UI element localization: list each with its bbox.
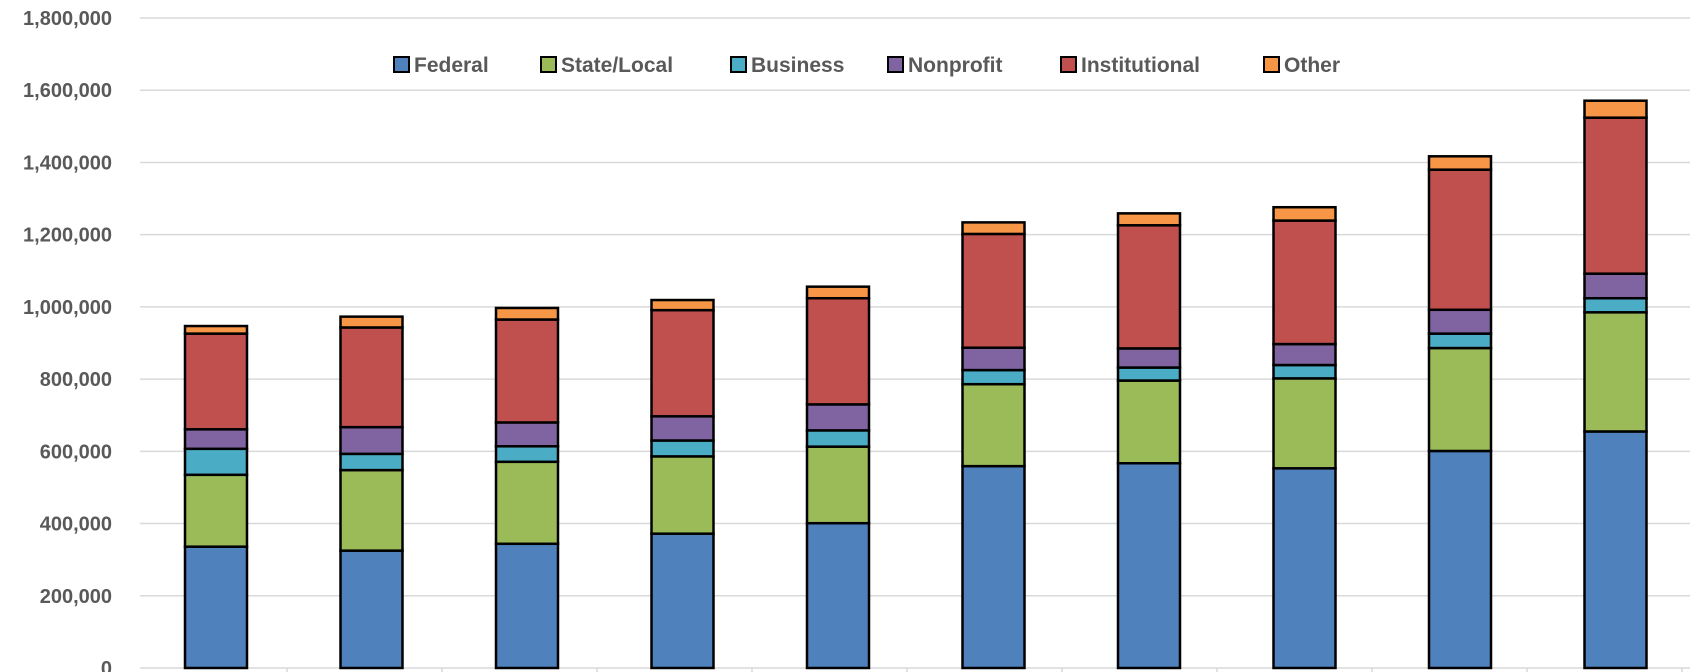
bar-segment-business: [183, 447, 249, 477]
bar-segment-business: [1583, 296, 1648, 314]
legend-label: Institutional: [1081, 54, 1200, 77]
bar-stack: [339, 315, 404, 670]
bar-segment-state-local: [339, 468, 404, 552]
bar-segment-institutional: [1272, 219, 1337, 346]
bar-segment-state-local: [1272, 377, 1337, 470]
bar-stack: [1583, 99, 1648, 670]
bar-segment-other: [1427, 155, 1493, 171]
bar-stack: [1427, 155, 1493, 670]
bar-segment-nonprofit: [1427, 308, 1493, 335]
bar-segment-federal: [339, 549, 404, 670]
bar-segment-other: [183, 324, 249, 335]
bar-segment-institutional: [1116, 224, 1182, 350]
bar-segment-institutional: [494, 318, 560, 424]
bar-segment-business: [1272, 363, 1337, 380]
bar-segment-federal: [183, 545, 249, 670]
bar-segment-federal: [1272, 467, 1337, 670]
bar-segment-institutional: [1427, 168, 1493, 312]
legend-swatch: [540, 56, 557, 73]
bar-segment-state-local: [183, 473, 249, 548]
bar-stack: [805, 285, 871, 670]
bar-segment-federal: [1427, 449, 1493, 670]
legend-swatch: [393, 56, 410, 73]
bar-segment-institutional: [339, 326, 404, 429]
bar-segment-state-local: [494, 460, 560, 546]
bar-segment-institutional: [650, 308, 715, 418]
legend-swatch: [730, 56, 747, 73]
bars: [183, 99, 1648, 670]
bar-segment-federal: [650, 532, 715, 670]
legend-label: Federal: [414, 54, 489, 77]
legend-swatch: [1263, 56, 1280, 73]
legend-swatch: [1060, 56, 1077, 73]
bar-segment-federal: [494, 542, 560, 670]
y-axis-tick-labels: 0 200,000 400,000 600,000 800,000 1,000,000 1,…: [23, 8, 112, 672]
y-tick-label: 1,600,000: [23, 80, 112, 102]
bar-segment-other: [961, 221, 1026, 236]
y-tick-label: 200,000: [40, 586, 112, 608]
bar-segment-nonprofit: [339, 425, 404, 456]
bar-segment-federal: [805, 521, 871, 670]
bar-segment-institutional: [183, 332, 249, 431]
bar-segment-nonprofit: [494, 421, 560, 448]
bar-segment-nonprofit: [961, 346, 1026, 372]
bar-stack: [961, 221, 1026, 670]
bar-segment-business: [650, 439, 715, 458]
bar-segment-nonprofit: [650, 415, 715, 442]
bar-segment-state-local: [650, 455, 715, 535]
bar-segment-state-local: [961, 382, 1026, 468]
y-tick-label: 1,400,000: [23, 152, 112, 174]
legend: Federal State/Local Business Nonprofit Insti…: [393, 54, 1340, 77]
bar-segment-institutional: [1583, 116, 1648, 275]
legend-label: Other: [1284, 54, 1340, 77]
y-tick-label: 1,800,000: [23, 8, 112, 30]
bar-segment-nonprofit: [1272, 342, 1337, 367]
bar-segment-state-local: [1427, 346, 1493, 453]
bar-segment-business: [1116, 366, 1182, 382]
bar-segment-state-local: [1116, 379, 1182, 465]
y-tick-label: 400,000: [40, 514, 112, 536]
y-tick-label: 1,200,000: [23, 225, 112, 247]
legend-label: Business: [751, 54, 844, 77]
bar-segment-institutional: [961, 232, 1026, 349]
legend-label: State/Local: [561, 54, 673, 77]
bar-segment-nonprofit: [183, 428, 249, 451]
bar-segment-other: [805, 285, 871, 300]
bar-stack: [1116, 212, 1182, 670]
legend-label: Nonprofit: [908, 54, 1002, 77]
y-tick-label: 800,000: [40, 369, 112, 391]
bar-segment-federal: [961, 464, 1026, 670]
bar-segment-business: [339, 452, 404, 472]
y-tick-label: 600,000: [40, 441, 112, 463]
bar-segment-federal: [1583, 430, 1648, 670]
bar-segment-business: [1427, 332, 1493, 350]
bar-segment-nonprofit: [1583, 272, 1648, 300]
bar-segment-institutional: [805, 296, 871, 406]
bar-segment-other: [494, 306, 560, 321]
bar-segment-federal: [1116, 462, 1182, 670]
bar-stack: [650, 298, 715, 670]
bar-segment-other: [650, 298, 715, 312]
bar-segment-state-local: [1583, 311, 1648, 433]
bar-stack: [494, 306, 560, 670]
bar-segment-business: [805, 429, 871, 448]
bar-segment-nonprofit: [805, 403, 871, 432]
bar-segment-other: [1272, 205, 1337, 222]
legend-swatch: [887, 56, 904, 73]
bar-segment-state-local: [805, 445, 871, 525]
bar-segment-other: [1116, 212, 1182, 227]
bar-segment-other: [339, 315, 404, 329]
bar-segment-business: [961, 368, 1026, 386]
y-tick-label: 0: [101, 658, 112, 672]
bar-segment-other: [1583, 99, 1648, 119]
bar-segment-nonprofit: [1116, 347, 1182, 369]
bar-stack: [183, 324, 249, 670]
bar-stack: [1272, 205, 1337, 670]
bar-segment-business: [494, 445, 560, 464]
y-tick-label: 1,000,000: [23, 297, 112, 319]
